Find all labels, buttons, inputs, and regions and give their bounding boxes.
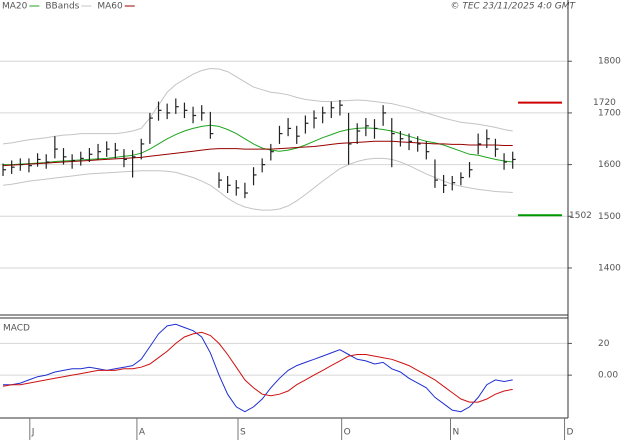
legend-label: BBands: [45, 2, 79, 12]
y-tick-label: 1600: [598, 160, 621, 170]
indicator-line: [2, 157, 513, 211]
indicator-line: [3, 124, 513, 166]
y-tick-label: 1500: [598, 212, 621, 222]
indicator-line: [2, 140, 513, 167]
y-tick-label: 0.00: [598, 371, 618, 381]
x-tick-label: S: [240, 428, 246, 438]
x-tick-label: J: [31, 428, 35, 438]
level-label: 1502: [569, 211, 592, 221]
x-tick-label: A: [139, 428, 146, 438]
level-label: 1720: [593, 98, 616, 108]
legend-label: MA20: [2, 2, 28, 12]
legend-label: MA60: [97, 2, 123, 12]
source: © TEC 23/11/2025 4:0 GMT: [450, 2, 576, 12]
macd-line: [2, 331, 513, 403]
macd-title: MACD: [3, 324, 30, 334]
y-tick-label: 1700: [598, 108, 621, 118]
indicator-line: [2, 67, 513, 145]
y-tick-label: 1400: [598, 263, 621, 273]
y-tick-label: 20: [598, 339, 610, 349]
x-tick-label: D: [567, 428, 574, 438]
x-tick-label: N: [453, 428, 460, 438]
y-tick-label: 1800: [598, 57, 621, 67]
macd-line: [3, 323, 513, 413]
x-tick-label: O: [344, 428, 351, 438]
